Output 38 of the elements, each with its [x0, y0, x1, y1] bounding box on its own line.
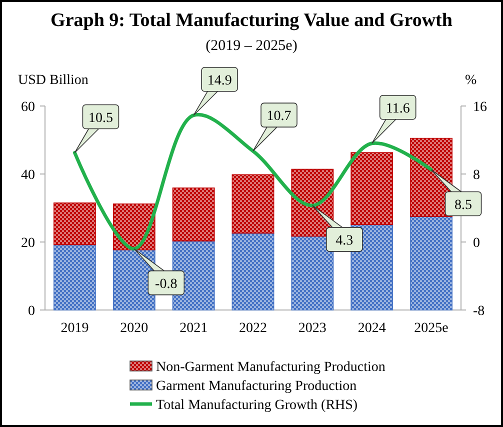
bar: [350, 152, 394, 226]
bar: [54, 244, 96, 310]
data-label: 10.5: [88, 110, 113, 126]
chart-title: Graph 9: Total Manufacturing Value and Growth: [50, 10, 453, 31]
y-tick-label: 0: [28, 304, 35, 319]
bar: [232, 232, 274, 310]
x-tick-label: 2024: [358, 321, 386, 336]
x-tick-label: 2022: [239, 321, 267, 336]
y-tick-label: 20: [21, 236, 35, 251]
data-label: 11.6: [386, 101, 410, 116]
legend-label: Non-Garment Manufacturing Production: [156, 360, 386, 375]
x-tick-label: 2023: [298, 321, 326, 336]
bar: [410, 216, 452, 310]
data-label: 10.7: [266, 109, 292, 124]
bar: [54, 202, 96, 246]
legend-label: Garment Manufacturing Production: [156, 379, 357, 394]
chart-subtitle: (2019 – 2025e): [206, 38, 298, 54]
data-label: 14.9: [207, 73, 232, 88]
x-tick-label: 2019: [60, 321, 89, 336]
data-label: -0.8: [155, 276, 178, 292]
data-label: 8.5: [454, 198, 472, 213]
y2-axis-title: %: [465, 73, 477, 88]
bar: [291, 236, 334, 310]
y-tick-label: 40: [21, 168, 35, 183]
y2-tick-label: -8: [473, 304, 485, 319]
x-tick-label: 2021: [180, 321, 208, 336]
y2-tick-label: 8: [473, 168, 480, 183]
bar: [232, 174, 274, 234]
y-axis-title: USD Billion: [18, 73, 88, 88]
y2-tick-label: 16: [473, 100, 487, 115]
y2-tick-label: 0: [473, 236, 480, 251]
x-tick-label: 2020: [120, 321, 148, 336]
bar: [350, 224, 394, 310]
data-label: 4.3: [336, 233, 354, 248]
y-tick-label: 60: [21, 100, 35, 115]
legend-label: Total Manufacturing Growth (RHS): [156, 398, 358, 413]
x-tick-label: 2025e: [414, 321, 448, 336]
bar: [172, 188, 215, 242]
